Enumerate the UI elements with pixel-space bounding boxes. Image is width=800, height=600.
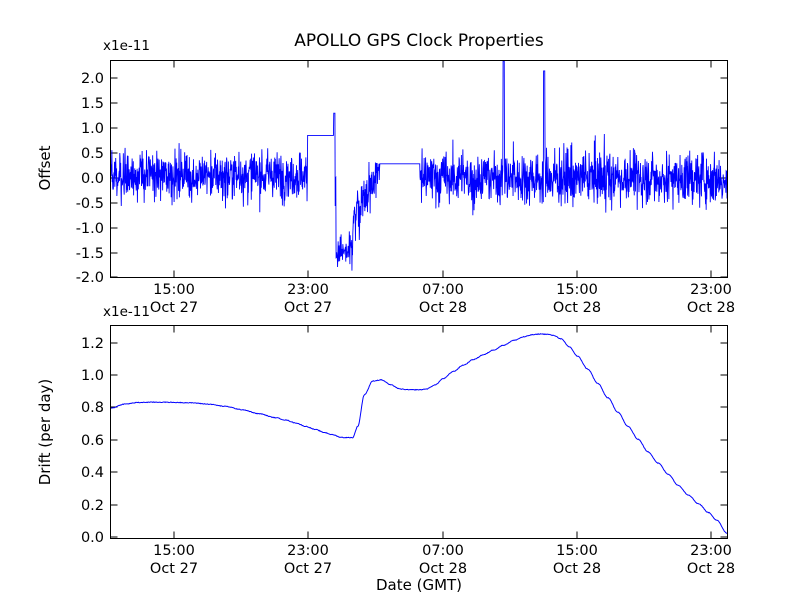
offset-ytick-label: 1.5 [81, 96, 104, 112]
offset-xtick-time: 23:00 [287, 282, 329, 298]
bottom-exponent-label: x1e-11 [103, 304, 150, 320]
drift-data-trace [111, 333, 727, 534]
drift-xtick-time: 07:00 [422, 543, 464, 559]
chart-title: APOLLO GPS Clock Properties [294, 31, 544, 51]
drift-xtick-time: 15:00 [556, 543, 598, 559]
offset-xtick-date: Oct 28 [553, 300, 601, 316]
drift-ytick-label: 1.0 [81, 368, 104, 384]
offset-xtick-date: Oct 28 [419, 300, 467, 316]
offset-xtick-time: 15:00 [556, 282, 598, 298]
drift-ytick-label: 0.8 [81, 400, 104, 416]
offset-xtick-date: Oct 27 [150, 300, 198, 316]
offset-ytick-label: 1.0 [81, 121, 104, 137]
drift-xtick-time: 23:00 [690, 543, 732, 559]
offset-xtick-date: Oct 28 [687, 300, 735, 316]
drift-ytick-label: 0.2 [81, 498, 104, 514]
offset-data-trace [111, 61, 727, 271]
offset-xtick-time: 23:00 [690, 282, 732, 298]
drift-xtick-marks [173, 325, 712, 539]
offset-xtick-date: Oct 27 [284, 300, 332, 316]
offset-xtick-marks [173, 60, 712, 278]
offset-axis-label: Offset [36, 145, 54, 190]
drift-plot-frame [109, 324, 729, 540]
drift-axis-label: Drift (per day) [36, 379, 54, 486]
drift-xtick-time: 15:00 [153, 543, 195, 559]
offset-ytick-label: -0.5 [76, 196, 104, 212]
drift-xtick-date: Oct 27 [284, 561, 332, 577]
offset-ytick-label: 0.0 [81, 171, 104, 187]
offset-ytick-label: -2.0 [76, 270, 104, 286]
drift-ytick-label: 0.0 [81, 530, 104, 546]
drift-ytick-label: 1.2 [81, 336, 104, 352]
drift-xtick-date: Oct 27 [150, 561, 198, 577]
drift-xtick-date: Oct 28 [419, 561, 467, 577]
drift-xtick-date: Oct 28 [687, 561, 735, 577]
drift-ytick-marks [110, 342, 728, 538]
offset-ytick-marks [110, 77, 728, 278]
offset-ytick-label: 0.5 [81, 146, 104, 162]
offset-ytick-label: 2.0 [81, 71, 104, 87]
offset-plot-frame [109, 59, 729, 279]
offset-xtick-time: 07:00 [422, 282, 464, 298]
date-axis-label: Date (GMT) [376, 576, 462, 594]
drift-ytick-label: 0.4 [81, 465, 104, 481]
offset-xtick-time: 15:00 [153, 282, 195, 298]
top-exponent-label: x1e-11 [103, 38, 150, 54]
offset-ytick-label: -1.0 [76, 221, 104, 237]
offset-ytick-label: -1.5 [76, 246, 104, 262]
drift-xtick-date: Oct 28 [553, 561, 601, 577]
drift-ytick-label: 0.6 [81, 433, 104, 449]
drift-xtick-time: 23:00 [287, 543, 329, 559]
